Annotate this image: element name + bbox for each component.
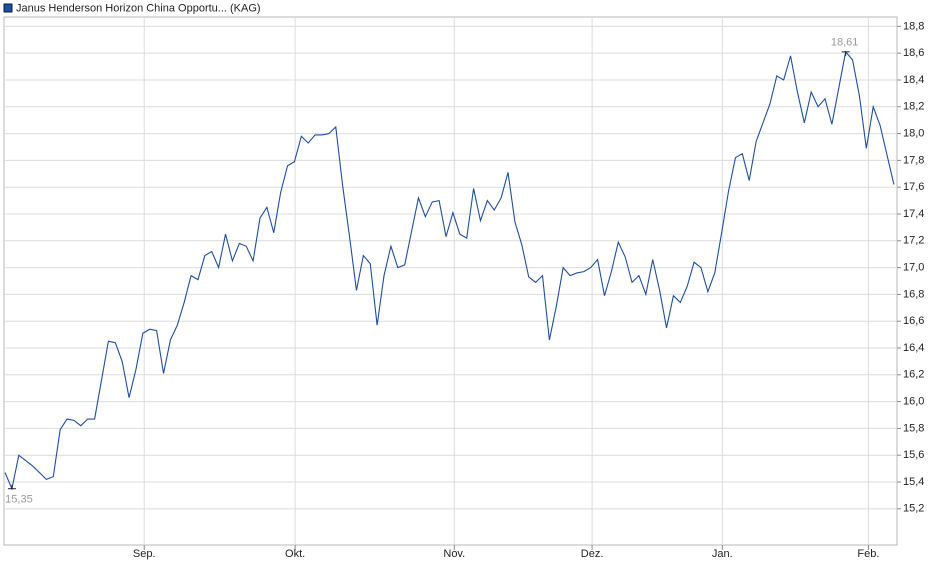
plot-area	[3, 16, 898, 546]
y-tick-label: 17,2	[903, 235, 924, 247]
y-tick-label: 15,6	[903, 449, 924, 461]
y-tick-label: 18,0	[903, 127, 924, 139]
y-tick-label: 16,4	[903, 342, 924, 354]
y-tick-label: 18,6	[903, 47, 924, 59]
y-tick-label: 15,2	[903, 503, 924, 515]
legend-marker	[3, 3, 13, 13]
y-tick-label: 18,2	[903, 101, 924, 113]
y-tick-label: 15,8	[903, 422, 924, 434]
x-tick-label: Jan.	[712, 548, 733, 560]
x-tick-label: Feb.	[857, 548, 879, 560]
y-tick-label: 16,0	[903, 396, 924, 408]
y-tick-label: 17,4	[903, 208, 924, 220]
y-tick-label: 17,0	[903, 262, 924, 274]
x-tick-label: Okt.	[285, 548, 305, 560]
x-tick-label: Sep.	[133, 548, 156, 560]
y-tick-label: 16,8	[903, 288, 924, 300]
y-tick-label: 18,4	[903, 74, 924, 86]
y-tick-label: 16,6	[903, 315, 924, 327]
y-tick-label: 18,8	[903, 20, 924, 32]
extreme-label: 15,35	[5, 494, 33, 506]
x-tick-label: Nov.	[443, 548, 465, 560]
y-tick-label: 16,2	[903, 369, 924, 381]
y-tick-label: 17,8	[903, 154, 924, 166]
extreme-label: 18,61	[831, 37, 859, 49]
y-tick-label: 15,4	[903, 476, 924, 488]
y-tick-label: 17,6	[903, 181, 924, 193]
price-line	[4, 50, 895, 491]
x-tick-label: Dez.	[581, 548, 604, 560]
legend-label: Janus Henderson Horizon China Opportu...…	[16, 2, 261, 14]
